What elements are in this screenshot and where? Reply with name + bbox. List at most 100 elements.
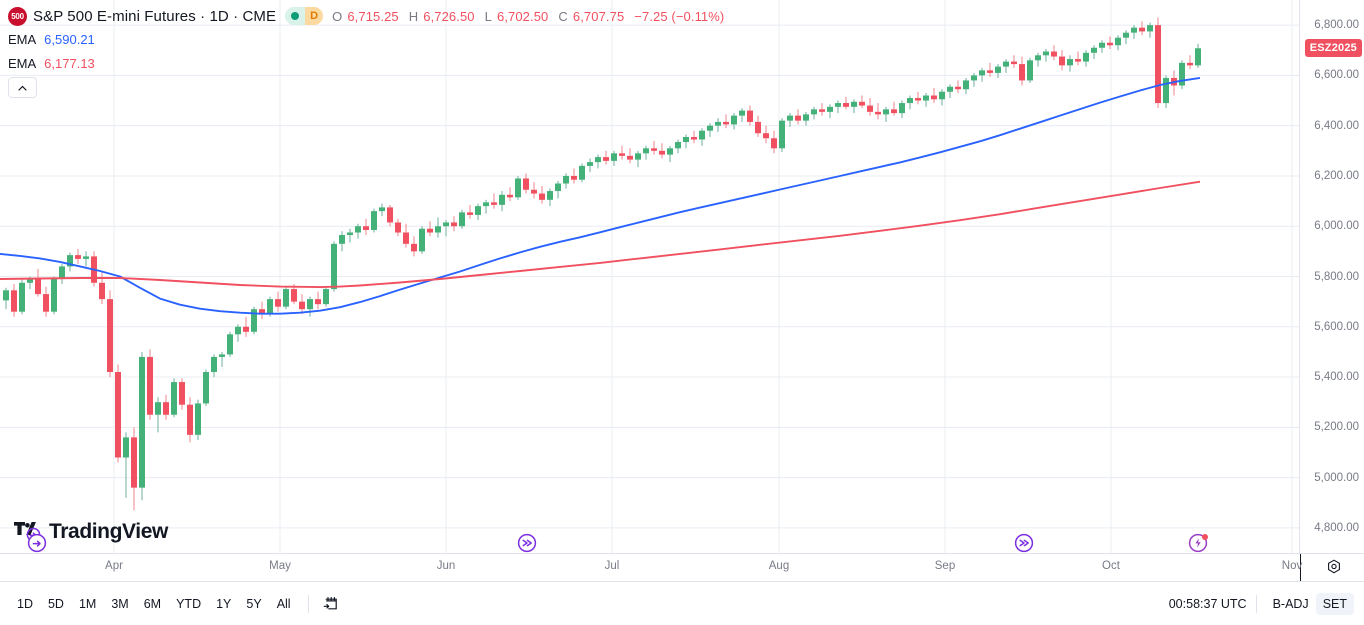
price-tick: 6,800.00 (1314, 19, 1359, 32)
axis-divider (1300, 554, 1301, 582)
candle-body (1043, 51, 1049, 56)
high-label: H (408, 8, 419, 24)
candle-body (1051, 51, 1057, 57)
candle-body (1131, 27, 1137, 33)
low-value: 6,702.50 (496, 8, 549, 24)
range-button-1m[interactable]: 1M (78, 596, 97, 611)
event-marker-sep[interactable] (1013, 531, 1037, 560)
candle-body (859, 101, 865, 106)
candle-body (923, 95, 929, 101)
candle-body (1003, 61, 1009, 67)
candle-body (795, 115, 801, 121)
candle-body (851, 101, 857, 107)
settings-button[interactable]: SET (1315, 592, 1354, 615)
range-button-5d[interactable]: 5D (47, 596, 64, 611)
price-tick: 5,600.00 (1314, 320, 1359, 333)
candle-body (419, 228, 425, 252)
ema-line (0, 76, 1201, 315)
range-button-all[interactable]: All (276, 596, 291, 611)
interval-badge[interactable]: D (285, 7, 324, 25)
fast-forward-icon (517, 533, 537, 553)
candle-body (155, 402, 161, 415)
candle-body (523, 178, 529, 190)
candle-body (651, 148, 657, 151)
chart-legend: 500 S&P 500 E-mini Futures · 1D · CME D … (8, 5, 729, 98)
candle-body (139, 356, 145, 488)
candle-body (1195, 48, 1201, 66)
candle-body (555, 183, 561, 192)
candle-body (323, 289, 329, 305)
clock-arrow-icon (27, 533, 47, 553)
candle-body (595, 157, 601, 163)
replay-marker[interactable] (26, 531, 50, 560)
candle-body (995, 66, 1001, 73)
change-value: −7.25 (−0.11%) (634, 8, 725, 24)
candle-body (979, 70, 985, 76)
candle-body (27, 279, 33, 283)
candle-body (787, 115, 793, 121)
candle-body (11, 290, 17, 312)
chart-plot-area[interactable] (0, 0, 1300, 553)
candle-body (1011, 61, 1017, 65)
chart-settings-gear-icon[interactable] (1324, 558, 1344, 578)
chevron-up-icon (18, 85, 27, 91)
candle-body (275, 299, 281, 307)
range-button-1y[interactable]: 1Y (216, 596, 232, 611)
candle-body (403, 232, 409, 244)
candle-body (259, 309, 265, 315)
time-axis[interactable]: Apr May Jun Jul Aug Sep Oct Nov (0, 553, 1364, 582)
candle-body (1035, 55, 1041, 61)
symbol-title[interactable]: S&P 500 E-mini Futures · 1D · CME (33, 7, 277, 25)
candle-body (251, 309, 257, 332)
last-price-badge[interactable]: ESZ2025 (1304, 39, 1362, 58)
candle-body (339, 235, 345, 244)
candle-body (755, 121, 761, 134)
candle-body (395, 222, 401, 233)
candle-body (171, 382, 177, 415)
candle-body (1083, 52, 1089, 62)
back-adjust-button[interactable]: B-ADJ (1272, 596, 1309, 611)
candle-body (443, 222, 449, 227)
price-axis[interactable]: 6,800.00 6,600.00 6,400.00 6,200.00 6,000.00… (1299, 0, 1364, 553)
candle-body (491, 202, 497, 205)
time-tick: Nov (1281, 560, 1303, 572)
candle-body (203, 372, 209, 404)
candle-body (499, 194, 505, 205)
candle-body (459, 212, 465, 227)
candle-body (123, 437, 129, 458)
event-marker-jun[interactable] (516, 531, 540, 560)
candle-body (427, 228, 433, 233)
legend-ema-fast-row[interactable]: EMA 6,590.21 (8, 27, 729, 51)
toolbar-right-group: 00:58:37 UTC B-ADJ SET (1169, 592, 1364, 615)
range-button-1d[interactable]: 1D (17, 596, 33, 611)
goto-date-button[interactable] (318, 592, 344, 616)
candle-body (267, 299, 273, 315)
price-tick: 6,200.00 (1314, 169, 1359, 182)
open-value: 6,715.25 (347, 8, 399, 24)
candle-body (435, 226, 441, 233)
legend-collapse-button[interactable] (8, 77, 37, 98)
event-marker-oct[interactable] (1187, 531, 1211, 560)
candle-body (307, 299, 313, 310)
legend-ema-slow-row[interactable]: EMA 6,177.13 (8, 51, 729, 75)
candle-body (675, 142, 681, 149)
range-button-ytd[interactable]: YTD (176, 596, 202, 611)
candle-body (771, 138, 777, 149)
candle-body (619, 153, 625, 156)
candle-body (1123, 32, 1129, 38)
time-tick: Sep (934, 560, 956, 572)
candle-body (715, 121, 721, 126)
candle-body (371, 211, 377, 230)
candle-body (355, 226, 361, 233)
range-button-3m[interactable]: 3M (111, 596, 129, 611)
range-button-5y[interactable]: 5Y (246, 596, 262, 611)
candle-body (539, 193, 545, 200)
close-label: C (558, 8, 568, 24)
candle-body (235, 326, 241, 335)
range-button-6m[interactable]: 6M (143, 596, 162, 611)
candle-body (931, 95, 937, 100)
time-tick: Jul (604, 560, 620, 572)
candle-body (1163, 77, 1169, 104)
tradingview-wordmark: TradingView (49, 520, 168, 543)
candle-body (579, 165, 585, 180)
